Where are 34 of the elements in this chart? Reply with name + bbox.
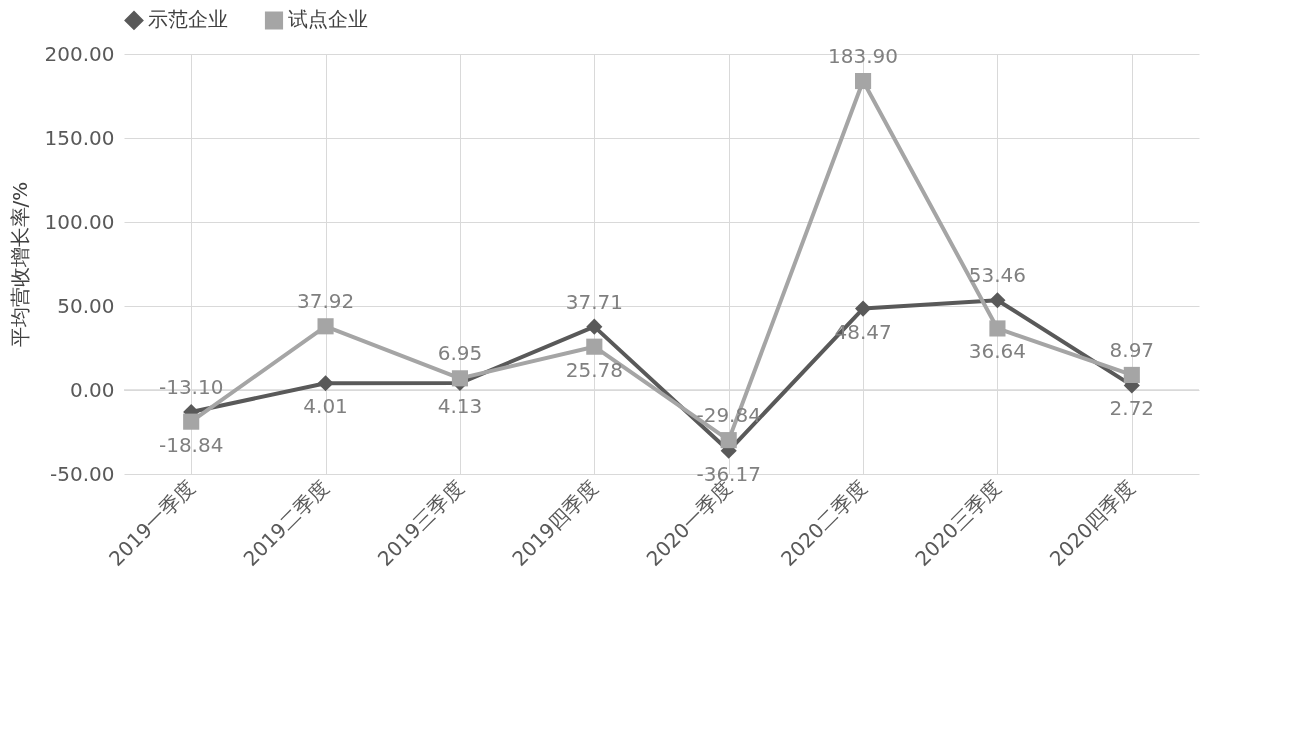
point — [855, 300, 872, 317]
point — [720, 432, 737, 449]
point — [989, 292, 1006, 309]
data-label: 8.97 — [1109, 337, 1155, 362]
legend-label: 示范企业 — [148, 7, 228, 32]
point — [183, 413, 200, 430]
point — [989, 320, 1006, 337]
data-label: 36.64 — [968, 339, 1027, 364]
point — [586, 318, 603, 335]
data-label: 37.92 — [296, 289, 355, 314]
data-label: 4.13 — [437, 394, 483, 419]
data-label: 53.46 — [968, 263, 1027, 288]
legend-label: 试点企业 — [288, 7, 368, 32]
data-label: -18.84 — [158, 432, 224, 457]
point — [317, 375, 334, 392]
data-label: 25.78 — [565, 357, 623, 382]
data-label: 2.72 — [1109, 396, 1155, 421]
data-label: 6.95 — [437, 341, 483, 366]
y-tick-label: 100.00 — [44, 209, 115, 234]
y-tick-label: 150.00 — [44, 125, 115, 150]
point — [855, 72, 872, 90]
y-tick-label: 0.00 — [69, 377, 115, 402]
data-label: 183.90 — [828, 44, 899, 69]
point — [317, 318, 334, 335]
data-label: -13.10 — [158, 375, 224, 400]
data-label: 4.01 — [303, 394, 348, 419]
point — [451, 370, 468, 387]
point — [586, 338, 603, 355]
y-tick-label: -50.00 — [50, 461, 115, 486]
y-axis-title: 平均营收增长率/% — [7, 181, 32, 348]
y-tick-label: 200.00 — [44, 41, 115, 66]
y-tick-label: 50.00 — [57, 293, 115, 318]
data-label: 37.71 — [565, 289, 623, 314]
point — [1123, 366, 1140, 383]
